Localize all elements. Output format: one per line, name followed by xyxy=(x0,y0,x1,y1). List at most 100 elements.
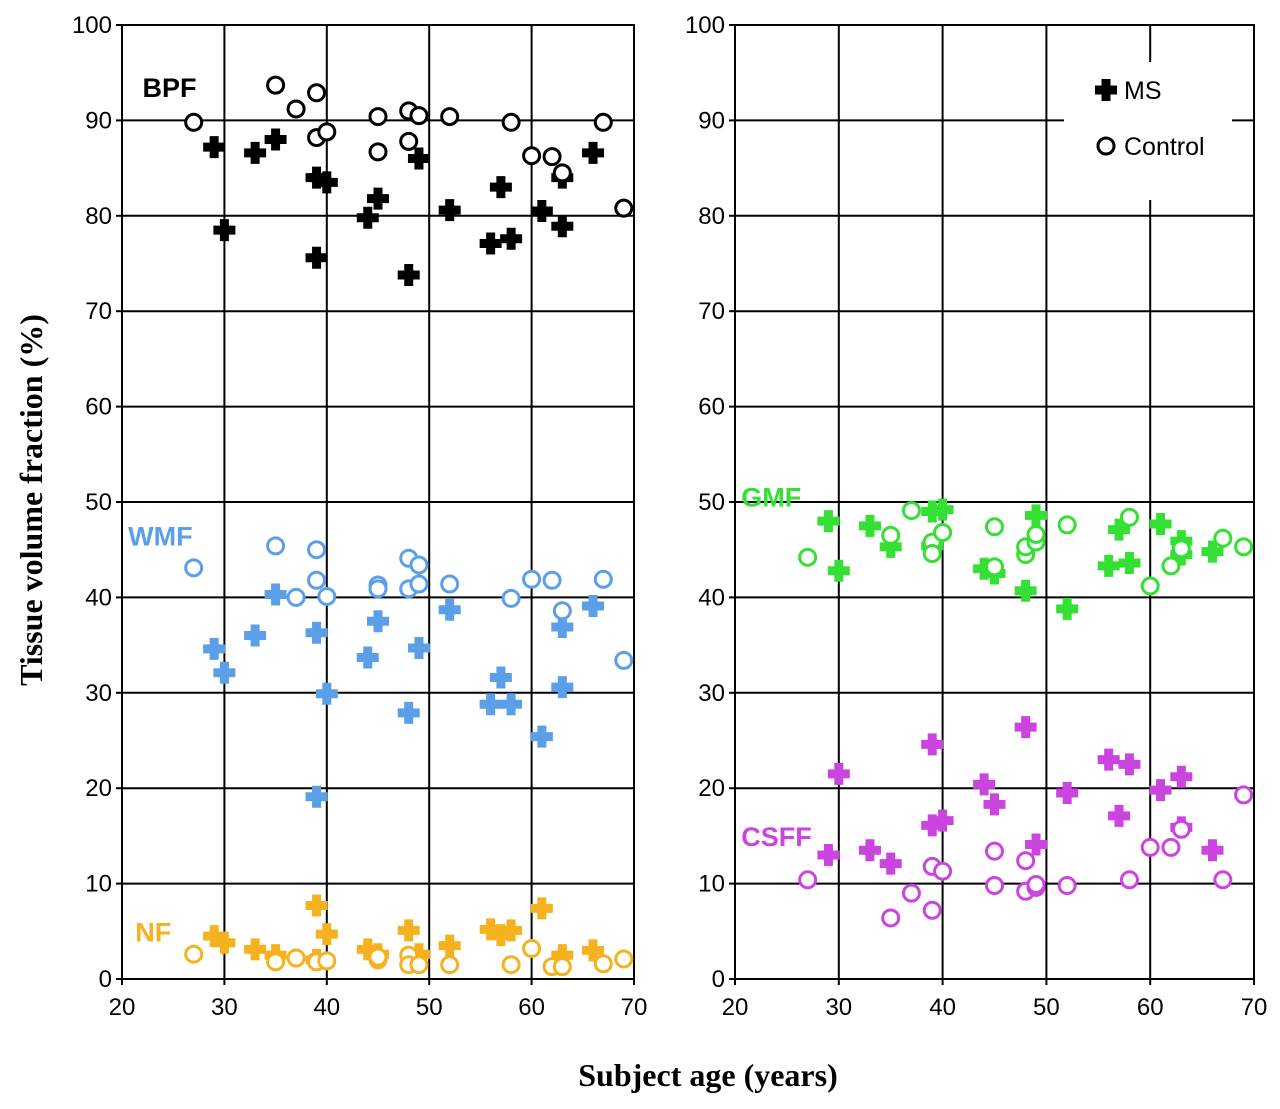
control-point xyxy=(593,569,613,589)
ms-point xyxy=(489,176,512,199)
ms-point xyxy=(817,843,840,866)
ms-point xyxy=(1201,839,1224,862)
ms-point xyxy=(879,535,902,558)
control-point xyxy=(266,952,286,972)
y-tick-label: 90 xyxy=(698,107,725,134)
control-point xyxy=(368,107,388,127)
control-point xyxy=(1171,819,1191,839)
control-point xyxy=(440,955,460,975)
control-point xyxy=(307,83,327,103)
y-tick-label: 70 xyxy=(698,298,725,325)
control-point xyxy=(1026,524,1046,544)
control-point xyxy=(552,957,572,977)
ms-point xyxy=(244,938,267,961)
ms-point xyxy=(438,199,461,222)
ms-point xyxy=(315,923,338,946)
control-point xyxy=(522,146,542,166)
ms-point xyxy=(1108,518,1131,541)
legend-ms-marker xyxy=(1095,79,1117,101)
series-label-nf: NF xyxy=(135,917,171,947)
control-point xyxy=(985,517,1004,537)
ms-point xyxy=(1201,540,1224,563)
x-tick-label: 50 xyxy=(1033,994,1060,1021)
series-gmf-control xyxy=(798,501,1254,596)
control-point xyxy=(317,951,337,971)
x-tick-label: 20 xyxy=(109,994,136,1021)
control-point xyxy=(552,163,572,183)
ms-point xyxy=(367,610,389,633)
ms-point xyxy=(367,187,389,210)
control-point xyxy=(901,883,921,903)
control-point xyxy=(1213,870,1233,890)
control-point xyxy=(266,536,286,556)
control-point xyxy=(901,501,921,521)
ms-point xyxy=(1056,597,1079,620)
ms-point xyxy=(1149,512,1172,535)
ms-point xyxy=(438,598,461,621)
ms-point xyxy=(407,636,430,659)
control-point xyxy=(501,588,521,608)
x-tick-label: 40 xyxy=(929,994,956,1021)
ms-point xyxy=(479,693,502,716)
control-point xyxy=(614,650,634,670)
control-point xyxy=(266,75,286,95)
ms-point xyxy=(203,925,226,948)
series-wmf-ms xyxy=(203,583,605,808)
control-point xyxy=(286,948,306,968)
x-tick-label: 20 xyxy=(722,994,749,1021)
ms-point xyxy=(1014,579,1037,602)
ms-point xyxy=(438,934,461,957)
ms-point xyxy=(817,510,840,533)
ms-point xyxy=(397,701,420,724)
control-marker-icon xyxy=(1096,136,1116,156)
control-point xyxy=(440,107,460,127)
ms-point xyxy=(305,785,328,808)
control-point xyxy=(985,876,1004,896)
control-point xyxy=(1140,576,1160,596)
ms-point xyxy=(407,147,430,170)
control-point xyxy=(317,586,337,606)
y-tick-label: 40 xyxy=(85,584,112,611)
y-tick-label: 60 xyxy=(698,394,725,421)
ms-point xyxy=(551,615,574,638)
ms-point xyxy=(356,206,379,229)
ms-point xyxy=(1118,552,1141,575)
ms-point xyxy=(921,814,944,837)
y-tick-label: 10 xyxy=(85,871,112,898)
control-point xyxy=(501,955,521,975)
ms-point xyxy=(479,232,502,255)
ms-point xyxy=(582,594,605,617)
ms-point xyxy=(213,219,236,242)
x-tick-label: 70 xyxy=(621,994,648,1021)
control-point xyxy=(440,574,460,594)
ms-point xyxy=(551,676,574,699)
y-tick-label: 0 xyxy=(712,966,725,993)
control-point xyxy=(399,131,419,151)
series-bpf-control xyxy=(184,75,634,218)
y-tick-label: 100 xyxy=(685,12,725,39)
ms-point xyxy=(213,931,236,954)
series-wmf-control xyxy=(184,536,634,670)
y-tick-label: 50 xyxy=(85,489,112,516)
control-point xyxy=(881,525,901,545)
ms-point xyxy=(1170,765,1193,788)
ms-point xyxy=(827,559,850,582)
control-point xyxy=(501,112,521,132)
control-point xyxy=(1234,537,1254,557)
control-point xyxy=(593,954,613,974)
control-point xyxy=(542,147,562,167)
ms-point xyxy=(582,939,605,962)
control-point xyxy=(1161,837,1181,857)
ms-point xyxy=(973,557,996,580)
x-tick-label: 30 xyxy=(211,994,238,1021)
ms-point xyxy=(921,733,944,756)
ms-point xyxy=(315,682,338,705)
ms-point xyxy=(213,661,236,684)
y-tick-label: 50 xyxy=(698,489,725,516)
ms-point xyxy=(1097,554,1120,577)
y-tick-label: 100 xyxy=(72,12,112,39)
control-point xyxy=(1171,539,1191,559)
control-point xyxy=(933,523,953,543)
control-point xyxy=(307,540,327,560)
legend: MS Control xyxy=(1064,62,1232,200)
